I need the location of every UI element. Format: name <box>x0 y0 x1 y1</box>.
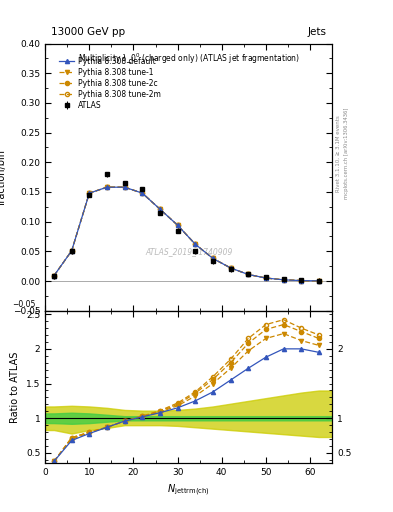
Pythia 8.308 tune-2c <box>316 278 321 284</box>
Pythia 8.308 default <box>299 278 303 284</box>
Pythia 8.308 tune-2m <box>299 278 303 284</box>
Pythia 8.308 tune-1 <box>175 222 180 228</box>
Pythia 8.308 default <box>51 272 56 279</box>
Pythia 8.308 tune-2m <box>140 190 145 196</box>
Pythia 8.308 tune-2c <box>281 277 286 283</box>
Pythia 8.308 tune-2m <box>105 184 109 190</box>
Text: ATLAS_2019_I1740909: ATLAS_2019_I1740909 <box>145 247 232 257</box>
Pythia 8.308 tune-1 <box>51 272 56 279</box>
Pythia 8.308 default <box>105 184 109 190</box>
Pythia 8.308 tune-2m <box>264 275 268 281</box>
Text: 13000 GeV pp: 13000 GeV pp <box>51 27 125 37</box>
Y-axis label: fraction/bin: fraction/bin <box>0 149 7 205</box>
Pythia 8.308 tune-1 <box>105 184 109 190</box>
Pythia 8.308 default <box>69 248 74 254</box>
Pythia 8.308 tune-2m <box>69 248 74 254</box>
Pythia 8.308 tune-1 <box>281 277 286 283</box>
Pythia 8.308 default <box>228 265 233 271</box>
Line: Pythia 8.308 default: Pythia 8.308 default <box>52 185 321 283</box>
Pythia 8.308 tune-2c <box>69 248 74 254</box>
Pythia 8.308 default <box>281 277 286 283</box>
Pythia 8.308 tune-2m <box>87 190 92 196</box>
X-axis label: $N_\mathrm{jettrm(ch)}$: $N_\mathrm{jettrm(ch)}$ <box>167 483 210 498</box>
Pythia 8.308 tune-2m <box>175 222 180 228</box>
Line: Pythia 8.308 tune-2c: Pythia 8.308 tune-2c <box>52 185 321 283</box>
Pythia 8.308 tune-1 <box>228 265 233 271</box>
Pythia 8.308 default <box>140 190 145 196</box>
Pythia 8.308 tune-1 <box>246 271 251 278</box>
Pythia 8.308 tune-1 <box>158 206 162 212</box>
Pythia 8.308 tune-2m <box>193 241 198 247</box>
Line: Pythia 8.308 tune-2m: Pythia 8.308 tune-2m <box>52 185 321 283</box>
Pythia 8.308 tune-2m <box>316 278 321 284</box>
Pythia 8.308 tune-2m <box>122 184 127 190</box>
Pythia 8.308 tune-2c <box>299 278 303 284</box>
Pythia 8.308 tune-2m <box>158 206 162 212</box>
Pythia 8.308 tune-2c <box>51 272 56 279</box>
Pythia 8.308 default <box>175 222 180 228</box>
Pythia 8.308 tune-2c <box>246 271 251 278</box>
Pythia 8.308 tune-2c <box>87 190 92 196</box>
Pythia 8.308 tune-1 <box>87 190 92 196</box>
Pythia 8.308 tune-1 <box>211 255 215 262</box>
Pythia 8.308 tune-1 <box>316 278 321 284</box>
Pythia 8.308 tune-2c <box>193 241 198 247</box>
Pythia 8.308 tune-2m <box>228 265 233 271</box>
Pythia 8.308 tune-2c <box>105 184 109 190</box>
Pythia 8.308 tune-2m <box>281 277 286 283</box>
Pythia 8.308 tune-2c <box>228 265 233 271</box>
Pythia 8.308 tune-2m <box>211 255 215 262</box>
Pythia 8.308 tune-2c <box>158 206 162 212</box>
Pythia 8.308 tune-2c <box>211 255 215 262</box>
Pythia 8.308 tune-2m <box>51 272 56 279</box>
Pythia 8.308 tune-1 <box>193 241 198 247</box>
Pythia 8.308 default <box>122 184 127 190</box>
Pythia 8.308 tune-1 <box>299 278 303 284</box>
Pythia 8.308 default <box>316 278 321 284</box>
Pythia 8.308 default <box>264 275 268 281</box>
Pythia 8.308 tune-1 <box>140 190 145 196</box>
Text: Multiplicity $\lambda\_0^0$ (charged only) (ATLAS jet fragmentation): Multiplicity $\lambda\_0^0$ (charged onl… <box>77 52 300 66</box>
Pythia 8.308 tune-2c <box>122 184 127 190</box>
Pythia 8.308 default <box>87 190 92 196</box>
Pythia 8.308 tune-1 <box>264 275 268 281</box>
Line: Pythia 8.308 tune-1: Pythia 8.308 tune-1 <box>52 185 321 283</box>
Legend: Pythia 8.308 default, Pythia 8.308 tune-1, Pythia 8.308 tune-2c, Pythia 8.308 tu: Pythia 8.308 default, Pythia 8.308 tune-… <box>58 55 163 111</box>
Pythia 8.308 tune-1 <box>69 248 74 254</box>
Pythia 8.308 default <box>193 241 198 247</box>
Pythia 8.308 tune-2c <box>264 275 268 281</box>
Pythia 8.308 tune-2m <box>246 271 251 278</box>
Pythia 8.308 default <box>158 206 162 212</box>
Pythia 8.308 default <box>211 255 215 262</box>
Pythia 8.308 tune-2c <box>175 222 180 228</box>
Pythia 8.308 default <box>246 271 251 278</box>
Text: mcplots.cern.ch [arXiv:1306.3436]: mcplots.cern.ch [arXiv:1306.3436] <box>344 108 349 199</box>
Text: Rivet 3.1.10, ≥ 3.1M events: Rivet 3.1.10, ≥ 3.1M events <box>336 115 341 192</box>
Text: −0.05: −0.05 <box>12 300 36 309</box>
Pythia 8.308 tune-1 <box>122 184 127 190</box>
Text: Jets: Jets <box>307 27 326 37</box>
Pythia 8.308 tune-2c <box>140 190 145 196</box>
Y-axis label: Ratio to ATLAS: Ratio to ATLAS <box>10 351 20 423</box>
